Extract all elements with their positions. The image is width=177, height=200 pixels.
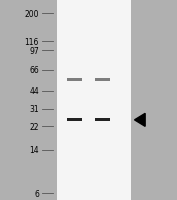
Polygon shape [135, 114, 145, 127]
Text: 14: 14 [29, 145, 39, 154]
Text: 116: 116 [25, 37, 39, 46]
Text: 66: 66 [29, 66, 39, 75]
Bar [57, 0, 131, 200]
Text: 6: 6 [34, 189, 39, 198]
Bar [95, 119, 110, 122]
Bar [95, 79, 110, 81]
Text: 22: 22 [29, 122, 39, 131]
Text: 97: 97 [29, 46, 39, 55]
Text: 44: 44 [29, 87, 39, 96]
Text: 200: 200 [24, 10, 39, 18]
Bar [67, 119, 82, 122]
Text: 31: 31 [29, 105, 39, 114]
Bar [67, 79, 82, 81]
